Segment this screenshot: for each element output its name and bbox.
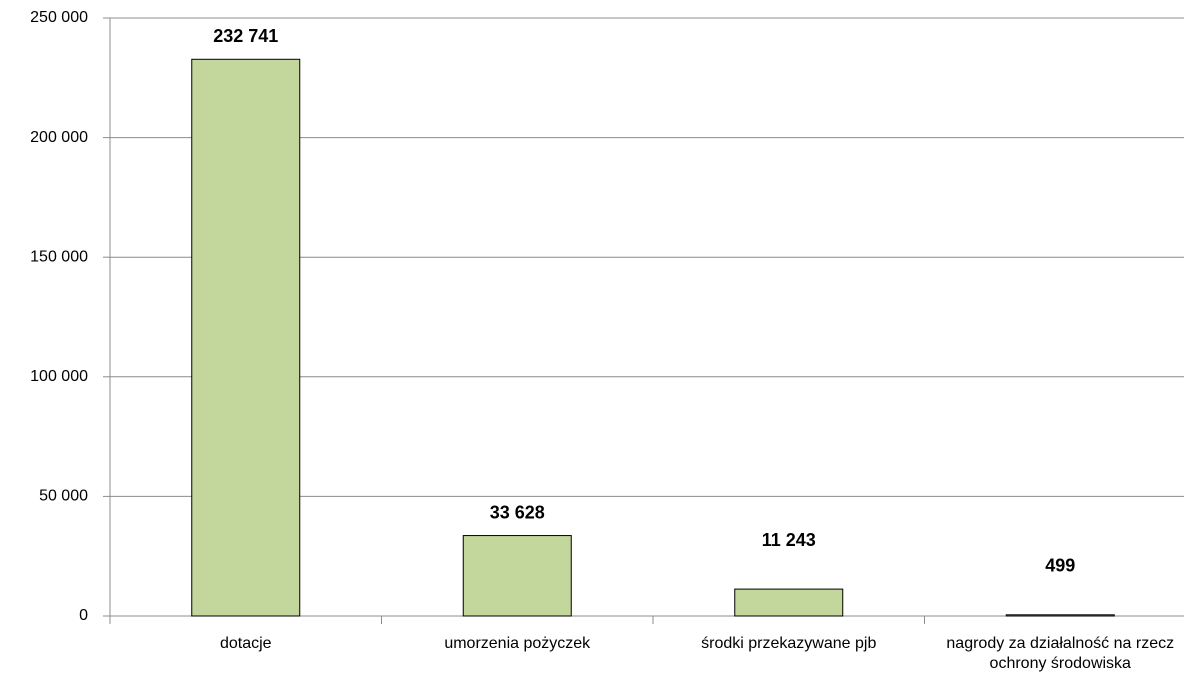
- bar: [191, 58, 301, 617]
- data-label: 11 243: [762, 530, 816, 550]
- y-tick-label: 250 000: [30, 9, 88, 26]
- bar: [1005, 614, 1115, 617]
- x-tick-label: umorzenia pożyczek: [444, 635, 591, 652]
- y-tick-label: 100 000: [30, 368, 88, 385]
- x-tick-label: środki przekazywane pjb: [701, 635, 877, 652]
- y-tick-label: 150 000: [30, 248, 88, 265]
- bar: [462, 535, 572, 617]
- x-tick-label: nagrody za działalność na rzecz ochrony …: [946, 635, 1175, 672]
- y-tick-label: 0: [79, 607, 88, 624]
- data-label: 232 741: [213, 26, 278, 46]
- data-label: 33 628: [490, 502, 545, 522]
- data-label: 499: [1045, 556, 1075, 576]
- y-tick-label: 200 000: [30, 129, 88, 146]
- bar: [734, 588, 844, 617]
- x-tick-label: dotacje: [219, 635, 272, 652]
- y-tick-label: 50 000: [39, 488, 88, 505]
